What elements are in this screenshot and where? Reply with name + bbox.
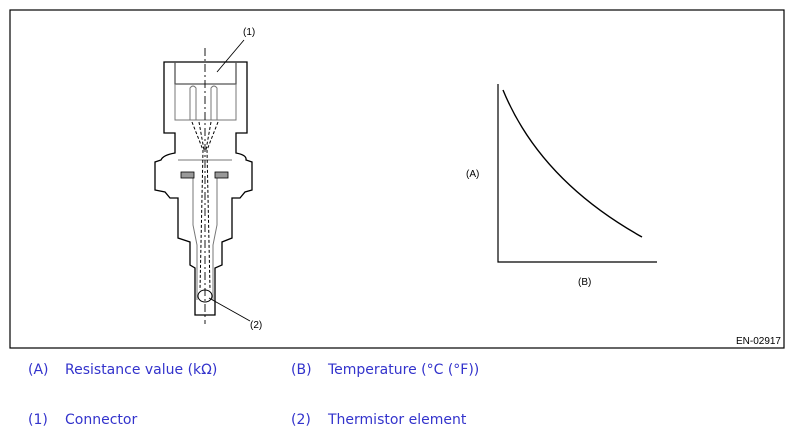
graph-axes <box>497 84 657 263</box>
terminals <box>189 85 218 120</box>
leader-2 <box>208 297 251 322</box>
callout-2: (2) <box>250 320 262 331</box>
legend-text: Connector <box>65 412 138 428</box>
lead-wires <box>191 121 219 291</box>
sensor-outline <box>154 61 253 316</box>
connector-housing <box>174 62 237 85</box>
seal-right <box>214 171 229 179</box>
seal-left <box>180 171 195 179</box>
sensor-drawing <box>154 39 253 324</box>
connector-cavity <box>174 84 237 121</box>
legend-text: Resistance value (kΩ) <box>65 362 218 378</box>
legend-key: (2) <box>291 412 311 428</box>
legend-key: (1) <box>28 412 48 428</box>
legend-item-2: (2) Thermistor element <box>291 412 466 428</box>
figure-id: EN-02917 <box>736 336 781 347</box>
legend-text: Temperature (°C (°F)) <box>328 362 480 378</box>
legend-key: (B) <box>291 362 312 378</box>
legend-item-a: (A) Resistance value (kΩ) <box>28 362 217 378</box>
resistance-curve <box>502 89 643 238</box>
legend-key: (A) <box>28 362 49 378</box>
resistance-graph: (A) (B) <box>466 84 657 288</box>
legend-item-b: (B) Temperature (°C (°F)) <box>291 362 479 378</box>
legend-text: Thermistor element <box>328 412 467 428</box>
legend-item-1: (1) Connector <box>28 412 137 428</box>
x-axis-label: (B) <box>578 277 591 288</box>
y-axis-label: (A) <box>466 169 479 180</box>
thermistor-element <box>197 289 213 303</box>
leader-1 <box>216 39 245 73</box>
figure-frame <box>9 9 785 349</box>
callout-1: (1) <box>243 27 255 38</box>
